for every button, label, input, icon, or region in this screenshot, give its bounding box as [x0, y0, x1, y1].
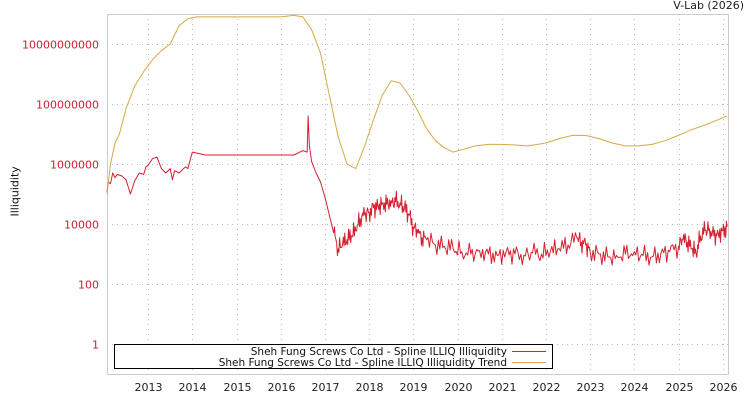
x-tick-label: 2014: [179, 381, 207, 394]
chart-credit: V-Lab (2026): [673, 0, 744, 12]
x-tick-label: 2022: [533, 381, 561, 394]
legend-label-illiquidity: Sheh Fung Screws Co Ltd - Spline ILLIQ I…: [251, 346, 507, 358]
x-tick-label: 2023: [577, 381, 605, 394]
y-tick-label: 100000000: [36, 99, 99, 112]
y-tick-label: 10000: [64, 219, 99, 232]
x-tick-label: 2025: [666, 381, 694, 394]
x-tick-label: 2013: [135, 381, 163, 394]
x-tick-label: 2024: [621, 381, 649, 394]
x-tick-label: 2016: [268, 381, 296, 394]
legend: Sheh Fung Screws Co Ltd - Spline ILLIQ I…: [114, 344, 553, 369]
legend-box: [114, 344, 553, 369]
illiquidity-trend-line: [106, 14, 728, 195]
x-axis-ticks: 2013 2014 2015 2016 2017 2018 2019 2020 2021 2022…: [135, 381, 738, 394]
x-tick-label: 2021: [489, 381, 517, 394]
x-tick-label: 2020: [445, 381, 473, 394]
x-tick-label: 2019: [400, 381, 428, 394]
x-tick-label: 2018: [356, 381, 384, 394]
plot-area: [107, 14, 729, 375]
y-tick-label: 10000000000: [22, 39, 99, 52]
legend-label-trend: Sheh Fung Screws Co Ltd - Spline ILLIQ I…: [219, 357, 507, 369]
y-axis-ticks: 10000000000 100000000 1000000 10000 100 1: [22, 39, 99, 352]
y-tick-label: 1000000: [50, 159, 99, 172]
x-tick-label: 2026: [710, 381, 738, 394]
grid-lines: [107, 14, 728, 374]
illiquidity-line: [106, 115, 728, 266]
x-tick-label: 2017: [312, 381, 340, 394]
y-tick-label: 100: [78, 279, 99, 292]
data-series: [106, 14, 728, 266]
y-tick-label: 1: [92, 339, 99, 352]
x-tick-label: 2015: [224, 381, 252, 394]
